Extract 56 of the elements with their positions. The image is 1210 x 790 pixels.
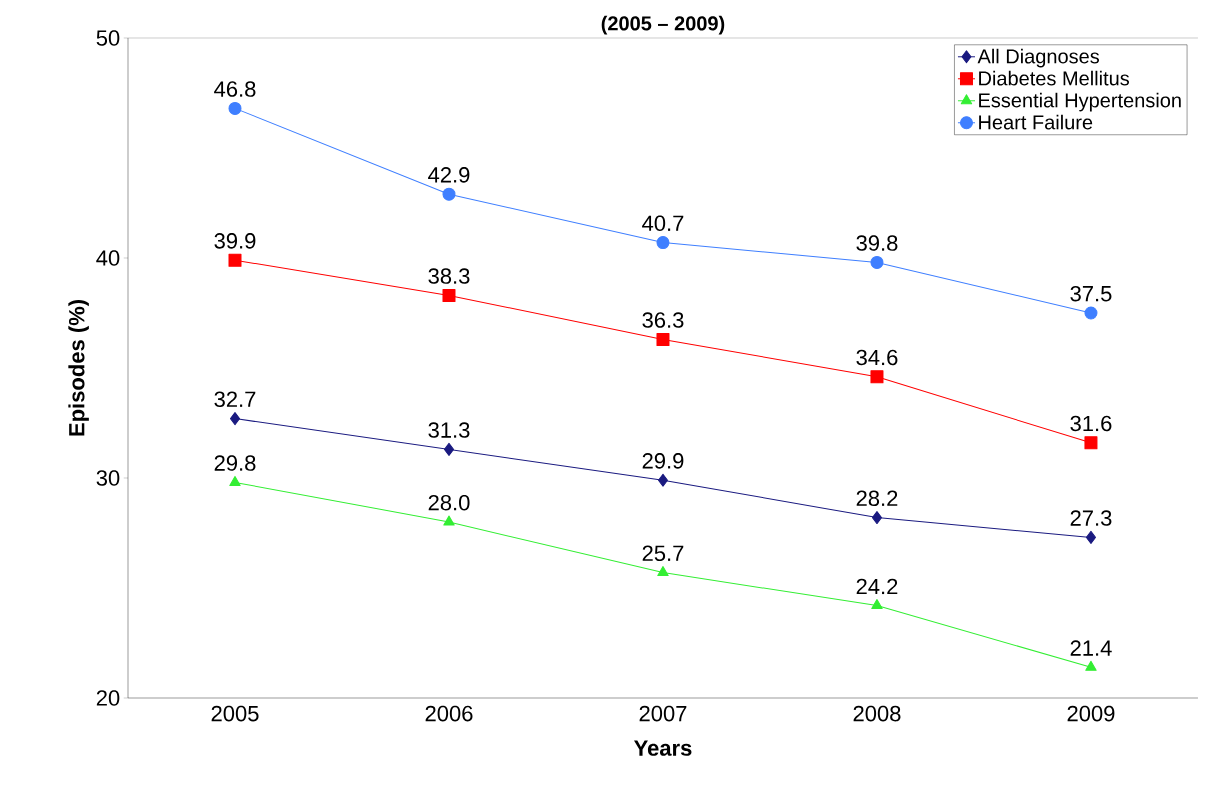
data-label: 46.8 [214,81,256,97]
point [656,236,670,250]
x-tick-label: 2006 [425,705,473,722]
data-label: 39.8 [856,235,898,251]
data-label: 29.9 [642,453,684,469]
y-tick-label: 30 [96,470,120,486]
x-tick-label: 2007 [639,705,687,722]
point [870,370,884,384]
chart-title: (2005 – 2009) [601,15,725,35]
point [870,255,884,269]
x-tick-label: 2005 [211,705,259,722]
data-label: 29.8 [214,455,256,471]
point [657,566,669,577]
point [871,511,882,525]
y-tick-label: 20 [96,690,120,706]
point [230,412,240,426]
data-label: 24.2 [856,578,898,595]
legend-label: Heart Failure [979,114,1093,130]
legend-label: Diabetes Mellitus [979,70,1130,86]
data-label: 34.6 [856,349,898,366]
data-label: 28.2 [856,490,898,507]
data-label: 42.9 [428,167,470,183]
legend-label: All Diagnoses [977,48,1100,68]
point [1084,306,1098,320]
point [871,599,883,610]
data-label: 25.7 [642,545,684,562]
point [1085,530,1096,544]
point [442,288,456,302]
point [1084,436,1098,450]
x-tick-label: 2008 [853,705,901,722]
point [1085,660,1097,671]
point [443,515,455,526]
point [228,253,242,267]
x-tick-label: 2009 [1067,705,1115,722]
data-label: 28.0 [428,494,470,511]
data-label: 27.3 [1070,510,1112,526]
x-axis-title: Years [633,740,692,756]
data-label: 31.6 [1070,415,1112,432]
point [442,187,456,201]
data-label: 38.3 [428,268,470,284]
point [229,475,241,486]
data-label: 36.3 [642,312,684,328]
data-label: 21.4 [1070,640,1112,656]
point [656,332,670,346]
y-axis-title: Episodes (%) [68,300,89,436]
y-tick-label: 40 [96,250,120,266]
data-label: 39.9 [214,233,256,249]
y-tick-label: 50 [96,30,120,46]
data-label: 32.7 [214,391,256,408]
data-label: 37.5 [1070,285,1112,302]
point [657,473,668,487]
point [443,442,454,456]
legend-label: Essential Hypertension [979,92,1181,112]
point [228,101,242,115]
data-label: 40.7 [642,215,684,232]
data-label: 31.3 [428,422,470,438]
